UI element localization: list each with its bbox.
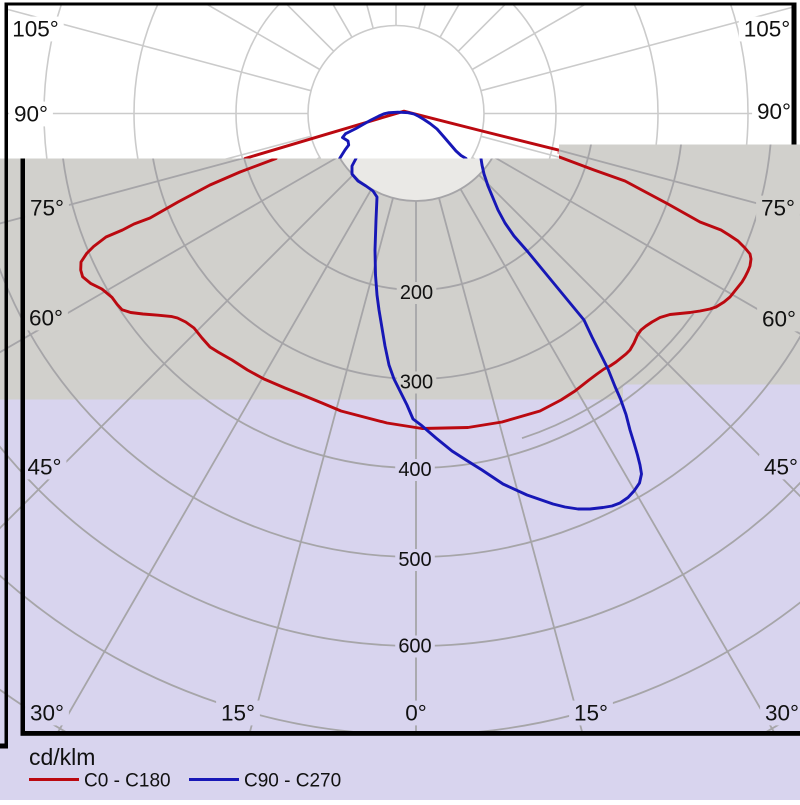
svg-text:300: 300	[400, 372, 433, 394]
svg-text:75°: 75°	[30, 196, 64, 221]
svg-text:15°: 15°	[221, 701, 255, 726]
svg-text:C90 - C270: C90 - C270	[244, 771, 341, 792]
svg-text:0°: 0°	[405, 701, 427, 726]
svg-text:15°: 15°	[574, 701, 608, 726]
svg-text:105°: 105°	[744, 17, 791, 42]
svg-text:400: 400	[398, 459, 431, 481]
svg-text:600: 600	[398, 636, 431, 658]
svg-text:200: 200	[400, 282, 433, 304]
svg-text:30°: 30°	[30, 701, 64, 726]
svg-text:45°: 45°	[27, 455, 61, 480]
svg-text:45°: 45°	[764, 455, 798, 480]
svg-text:60°: 60°	[29, 306, 63, 331]
svg-text:105°: 105°	[12, 17, 59, 42]
svg-text:90°: 90°	[757, 99, 791, 124]
svg-text:75°: 75°	[761, 196, 795, 221]
svg-text:60°: 60°	[762, 307, 796, 332]
svg-text:C0 - C180: C0 - C180	[84, 771, 171, 792]
svg-text:500: 500	[398, 549, 431, 571]
svg-text:90°: 90°	[14, 102, 48, 127]
svg-text:30°: 30°	[765, 701, 799, 726]
svg-text:cd/klm: cd/klm	[29, 744, 95, 770]
